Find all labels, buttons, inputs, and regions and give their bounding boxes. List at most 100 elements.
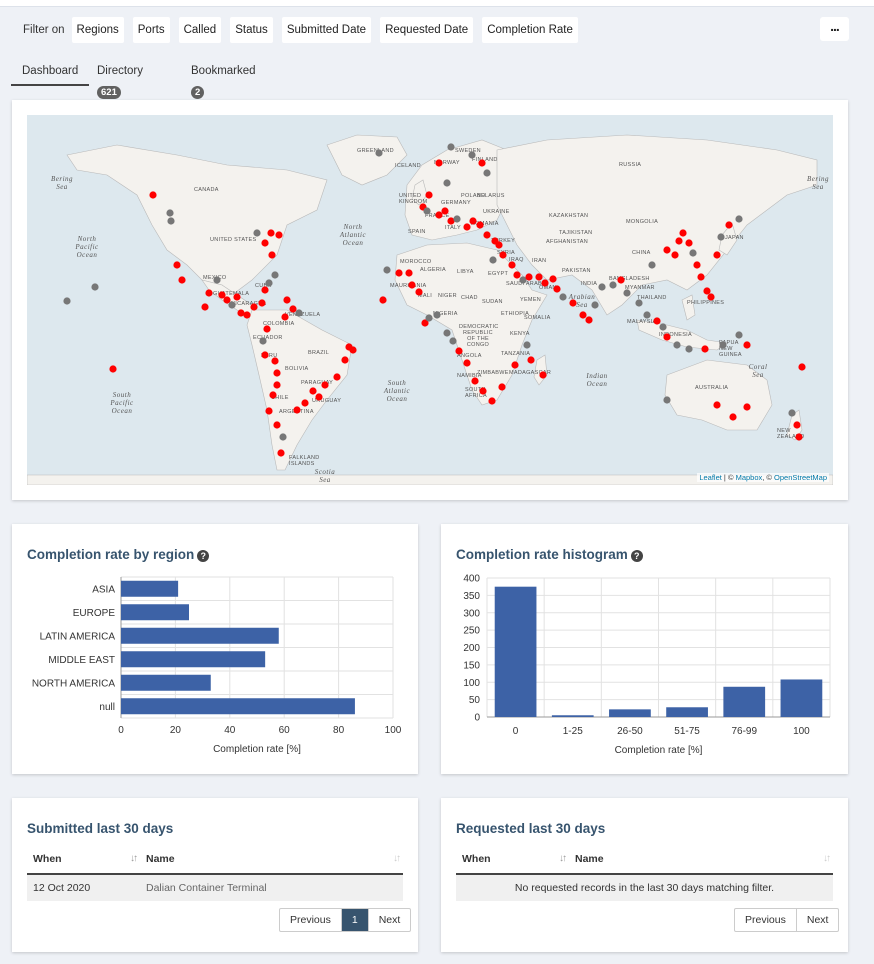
port-marker[interactable]: [271, 271, 279, 279]
port-marker[interactable]: [443, 179, 451, 187]
port-marker[interactable]: [476, 221, 484, 229]
sort-icon[interactable]: ↓↑: [130, 853, 138, 864]
next-page-button[interactable]: Next: [806, 914, 829, 926]
port-marker[interactable]: [659, 323, 667, 331]
port-marker[interactable]: [703, 287, 711, 295]
port-marker[interactable]: [91, 283, 99, 291]
bar[interactable]: [121, 627, 279, 644]
port-marker[interactable]: [228, 301, 236, 309]
sort-icon[interactable]: ↓↑: [559, 853, 567, 864]
port-marker[interactable]: [743, 341, 751, 349]
column-header-when[interactable]: When ↓↑: [27, 845, 140, 875]
column-header-name[interactable]: Name ↓↑: [140, 845, 403, 875]
port-marker[interactable]: [213, 276, 221, 284]
sort-icon[interactable]: ↓↑: [393, 853, 401, 864]
port-marker[interactable]: [149, 191, 157, 199]
port-marker[interactable]: [309, 387, 317, 395]
port-marker[interactable]: [233, 293, 241, 301]
port-marker[interactable]: [488, 397, 496, 405]
port-marker[interactable]: [535, 273, 543, 281]
port-marker[interactable]: [447, 217, 455, 225]
bar[interactable]: [551, 715, 594, 717]
port-marker[interactable]: [499, 251, 507, 259]
port-marker[interactable]: [265, 279, 273, 287]
port-marker[interactable]: [591, 301, 599, 309]
port-marker[interactable]: [689, 249, 697, 257]
port-marker[interactable]: [268, 251, 276, 259]
port-marker[interactable]: [269, 391, 277, 399]
port-marker[interactable]: [463, 359, 471, 367]
port-marker[interactable]: [701, 345, 709, 353]
port-marker[interactable]: [405, 269, 413, 277]
port-marker[interactable]: [549, 275, 557, 283]
port-marker[interactable]: [435, 159, 443, 167]
port-marker[interactable]: [743, 403, 751, 411]
port-marker[interactable]: [643, 311, 651, 319]
port-marker[interactable]: [379, 296, 387, 304]
port-marker[interactable]: [167, 217, 175, 225]
port-marker[interactable]: [735, 215, 743, 223]
port-marker[interactable]: [663, 396, 671, 404]
port-marker[interactable]: [253, 229, 261, 237]
column-header-when[interactable]: When ↓↑: [456, 845, 569, 875]
bar[interactable]: [121, 604, 189, 621]
port-marker[interactable]: [479, 387, 487, 395]
port-marker[interactable]: [447, 143, 455, 151]
filter-chip-ports[interactable]: Ports: [132, 17, 170, 43]
more-options-button[interactable]: ...: [820, 17, 849, 41]
port-marker[interactable]: [455, 347, 463, 355]
port-marker[interactable]: [648, 261, 656, 269]
port-marker[interactable]: [523, 341, 531, 349]
port-marker[interactable]: [685, 239, 693, 247]
port-marker[interactable]: [623, 289, 631, 297]
port-marker[interactable]: [395, 269, 403, 277]
port-marker[interactable]: [519, 276, 527, 284]
bar[interactable]: [666, 707, 708, 717]
port-marker[interactable]: [433, 311, 441, 319]
port-marker[interactable]: [259, 337, 267, 345]
port-marker[interactable]: [663, 333, 671, 341]
bar[interactable]: [121, 580, 179, 597]
world-map[interactable]: CANADA UNITED STATES MEXICO CUBA VENEZUE…: [27, 115, 833, 485]
port-marker[interactable]: [729, 413, 737, 421]
port-marker[interactable]: [478, 159, 486, 167]
port-marker[interactable]: [383, 266, 391, 274]
port-marker[interactable]: [713, 251, 721, 259]
port-marker[interactable]: [301, 399, 309, 407]
port-marker[interactable]: [425, 191, 433, 199]
port-marker[interactable]: [513, 271, 521, 279]
filter-chip-regions[interactable]: Regions: [71, 17, 124, 43]
port-marker[interactable]: [271, 357, 279, 365]
port-marker[interactable]: [663, 246, 671, 254]
port-marker[interactable]: [275, 231, 283, 239]
port-marker[interactable]: [508, 261, 516, 269]
port-marker[interactable]: [579, 311, 587, 319]
port-marker[interactable]: [273, 369, 281, 377]
port-marker[interactable]: [559, 293, 567, 301]
leaflet-link[interactable]: Leaflet: [699, 473, 722, 482]
port-marker[interactable]: [315, 393, 323, 401]
port-marker[interactable]: [258, 299, 266, 307]
port-marker[interactable]: [617, 276, 625, 284]
port-marker[interactable]: [261, 351, 269, 359]
port-marker[interactable]: [263, 325, 271, 333]
tab-dashboard[interactable]: Dashboard: [11, 60, 90, 86]
port-marker[interactable]: [793, 421, 801, 429]
previous-page-button[interactable]: Previous: [280, 909, 342, 931]
port-marker[interactable]: [267, 229, 275, 237]
sort-icon[interactable]: ↓↑: [823, 853, 831, 864]
port-marker[interactable]: [279, 433, 287, 441]
port-marker[interactable]: [173, 261, 181, 269]
filter-chip-called[interactable]: Called: [178, 17, 222, 43]
port-marker[interactable]: [109, 365, 117, 373]
filter-chip-completion-rate[interactable]: Completion Rate: [482, 17, 578, 43]
port-marker[interactable]: [675, 237, 683, 245]
port-marker[interactable]: [495, 241, 503, 249]
cell-name[interactable]: Dalian Container Terminal: [140, 874, 403, 901]
port-marker[interactable]: [63, 297, 71, 305]
tab-directory[interactable]: Directory 621: [97, 60, 143, 99]
port-marker[interactable]: [609, 281, 617, 289]
port-marker[interactable]: [273, 421, 281, 429]
port-marker[interactable]: [223, 296, 231, 304]
port-marker[interactable]: [261, 286, 269, 294]
